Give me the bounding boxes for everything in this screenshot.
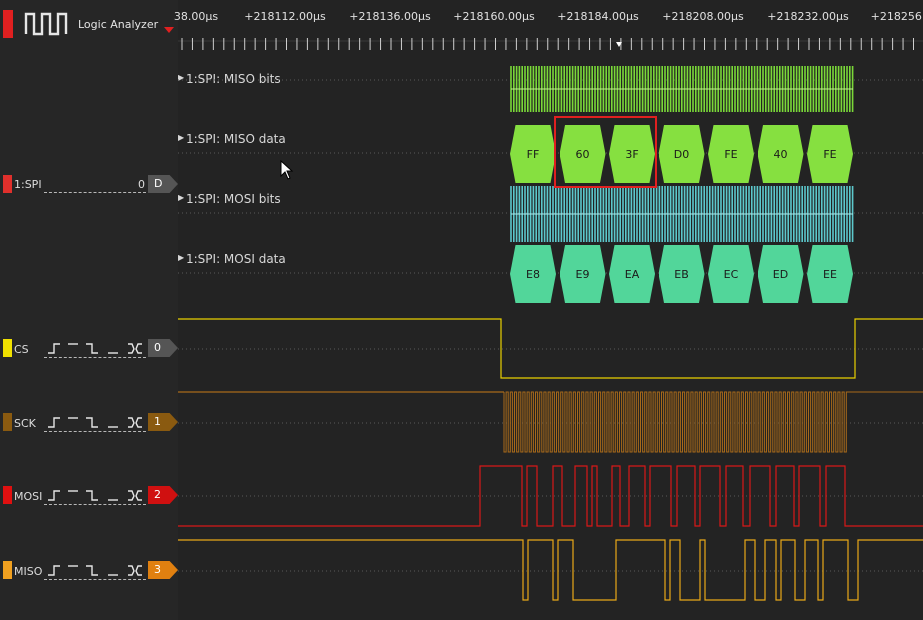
mosi-bits-label: 1:SPI: MOSI bits: [186, 192, 281, 206]
cs-waveform: [178, 318, 923, 379]
mosi-data-label: 1:SPI: MOSI data: [186, 252, 286, 266]
spi-color-bar: [3, 175, 12, 193]
expand-arrow-icon[interactable]: ▶: [178, 133, 185, 142]
miso-waveform: [178, 539, 923, 601]
sck-channel-tag[interactable]: 1: [148, 413, 178, 431]
cs-color-bar: [3, 339, 12, 357]
sck-waveform: [503, 391, 923, 453]
miso-trigger-icons[interactable]: [46, 563, 144, 577]
miso-data-cell[interactable]: FF: [510, 125, 556, 183]
spi-underline: [44, 192, 146, 193]
sck-underline: [44, 431, 146, 432]
mosi-data-cell[interactable]: E8: [510, 245, 556, 303]
miso-data-cell[interactable]: D0: [658, 125, 705, 183]
miso-channel-tag[interactable]: 3: [148, 561, 178, 579]
miso-underline: [44, 579, 146, 580]
mosi-data-cell[interactable]: ED: [757, 245, 804, 303]
miso-data-cell[interactable]: 3F: [609, 125, 655, 183]
cursor-marker-icon: [616, 42, 622, 47]
miso-data-cell[interactable]: 40: [757, 125, 804, 183]
miso-data-cell[interactable]: 60: [559, 125, 606, 183]
spi-channel-name[interactable]: 1:SPI: [14, 178, 42, 191]
mosi-trigger-icons[interactable]: [46, 488, 144, 502]
spi-channel-value: 0: [138, 178, 145, 191]
timeline-tick-label: 38.00µs: [173, 10, 219, 23]
miso-data-label: 1:SPI: MISO data: [186, 132, 286, 146]
miso-channel-name[interactable]: MISO: [14, 565, 43, 578]
timeline-tick-label: +218256.: [870, 10, 923, 23]
expand-arrow-icon[interactable]: ▶: [178, 253, 185, 262]
cs-channel-name[interactable]: CS: [14, 343, 29, 356]
app-color-bar: [3, 10, 13, 38]
expand-arrow-icon[interactable]: ▶: [178, 193, 185, 202]
spi-channel-tag[interactable]: D: [148, 175, 178, 193]
sck-color-bar: [3, 413, 12, 431]
timeline-tick-label: +218136.00µs: [349, 10, 431, 23]
cs-channel-tag[interactable]: 0: [148, 339, 178, 357]
miso-color-bar: [3, 561, 12, 579]
timeline-ruler[interactable]: [178, 30, 923, 52]
mosi-waveform: [178, 465, 923, 527]
timeline-tick-label: +218184.00µs: [557, 10, 639, 23]
channel-sidebar: Logic Analyzer 1:SPI 0 D CS 0 SCK 1 MOSI…: [0, 0, 178, 620]
miso-data-cell[interactable]: FE: [807, 125, 853, 183]
selection-box[interactable]: [554, 116, 657, 188]
mosi-data-cell[interactable]: EC: [708, 245, 754, 303]
cs-underline: [44, 357, 146, 358]
mosi-channel-tag[interactable]: 2: [148, 486, 178, 504]
mouse-pointer-icon: [280, 159, 294, 184]
miso-bits-label: 1:SPI: MISO bits: [186, 72, 281, 86]
expand-arrow-icon[interactable]: ▶: [178, 73, 185, 82]
miso-data-cell[interactable]: FE: [708, 125, 754, 183]
sck-trigger-icons[interactable]: [46, 415, 144, 429]
cs-trigger-icons[interactable]: [46, 341, 144, 355]
mosi-data-cell[interactable]: EE: [807, 245, 853, 303]
mosi-underline: [44, 504, 146, 505]
timeline-tick-label: +218232.00µs: [767, 10, 849, 23]
timeline-tick-label: +218160.00µs: [453, 10, 535, 23]
timeline-tick-label: +218112.00µs: [244, 10, 326, 23]
square-wave-icon: [24, 10, 70, 38]
sck-channel-name[interactable]: SCK: [14, 417, 36, 430]
app-title: Logic Analyzer: [78, 18, 159, 31]
mosi-data-cell[interactable]: E9: [559, 245, 606, 303]
dropdown-arrow-icon[interactable]: [164, 27, 174, 33]
mosi-data-cell[interactable]: EA: [609, 245, 655, 303]
mosi-channel-name[interactable]: MOSI: [14, 490, 43, 503]
timeline-tick-label: +218208.00µs: [662, 10, 744, 23]
mosi-color-bar: [3, 486, 12, 504]
mosi-data-cell[interactable]: EB: [658, 245, 705, 303]
